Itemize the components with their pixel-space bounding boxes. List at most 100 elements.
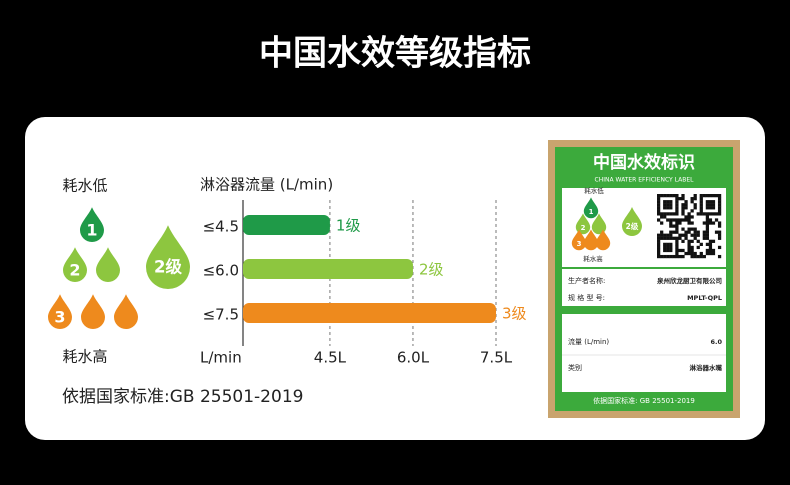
qr-cell bbox=[660, 194, 664, 198]
drop bbox=[96, 247, 120, 282]
qr-cell bbox=[666, 254, 670, 259]
qr-cell bbox=[696, 212, 700, 216]
qr-cell bbox=[687, 227, 691, 231]
qr-cell bbox=[684, 203, 688, 207]
qr-cell bbox=[717, 254, 722, 259]
qr-cell bbox=[684, 230, 688, 234]
qr-cell bbox=[672, 230, 676, 234]
qr-cell bbox=[708, 251, 713, 256]
qr-cell bbox=[705, 248, 710, 253]
qr-cell bbox=[690, 215, 694, 219]
qr-cell bbox=[663, 236, 667, 240]
qr-cell bbox=[660, 212, 664, 216]
qr-cell bbox=[657, 239, 661, 243]
standard: 依据国家标准:GB 25501-2019 bbox=[62, 387, 303, 407]
qr-cell bbox=[666, 206, 670, 210]
qr-cell bbox=[690, 248, 694, 253]
qr-cell bbox=[657, 218, 661, 222]
qr-cell bbox=[663, 194, 667, 198]
bar bbox=[243, 259, 413, 279]
qr-cell bbox=[705, 227, 710, 231]
qr-cell bbox=[705, 251, 710, 256]
qr-cell bbox=[681, 194, 685, 198]
qr-cell bbox=[681, 233, 685, 237]
qr-cell bbox=[657, 248, 661, 253]
qr-cell bbox=[660, 230, 664, 234]
qr-cell bbox=[699, 200, 703, 204]
qr-cell bbox=[717, 233, 722, 237]
qr-cell bbox=[708, 212, 713, 216]
grade-number: 3 bbox=[577, 240, 582, 248]
qr-cell bbox=[711, 212, 716, 216]
label-lower-panel bbox=[562, 314, 726, 392]
qr-cell bbox=[708, 206, 713, 210]
qr-cell bbox=[687, 248, 691, 253]
bar bbox=[243, 303, 496, 323]
qr-cell bbox=[681, 197, 685, 201]
qr-cell bbox=[690, 239, 694, 243]
qr-cell bbox=[663, 245, 667, 250]
qr-cell bbox=[675, 200, 679, 204]
qr-cell bbox=[696, 233, 700, 237]
qr-cell bbox=[663, 242, 667, 247]
qr-cell bbox=[687, 218, 691, 222]
qr-cell bbox=[699, 197, 703, 201]
qr-cell bbox=[684, 233, 688, 237]
qr-cell bbox=[657, 212, 661, 216]
qr-cell bbox=[672, 236, 676, 240]
qr-cell bbox=[693, 227, 697, 231]
field-value: MPLT-QPL bbox=[687, 294, 722, 302]
qr-cell bbox=[669, 230, 673, 234]
qr-cell bbox=[693, 236, 697, 240]
qr-cell bbox=[681, 206, 685, 210]
qr-cell bbox=[675, 206, 679, 210]
qr-cell bbox=[708, 200, 713, 204]
qr-cell bbox=[714, 194, 719, 198]
qr-cell bbox=[669, 233, 673, 237]
qr-cell bbox=[684, 200, 688, 204]
qr-cell bbox=[717, 206, 722, 210]
drop bbox=[81, 294, 105, 329]
qr-cell bbox=[717, 224, 722, 228]
qr-cell bbox=[666, 236, 670, 240]
drop bbox=[583, 197, 599, 219]
qr-cell bbox=[708, 248, 713, 253]
category-label: ≤6.0 bbox=[203, 262, 239, 280]
qr-cell bbox=[702, 236, 706, 240]
high-label: 耗水高 bbox=[62, 348, 107, 366]
qr-cell bbox=[681, 212, 685, 216]
qr-cell bbox=[702, 212, 706, 216]
qr-cell bbox=[681, 209, 685, 213]
qr-cell bbox=[687, 242, 691, 247]
qr-cell bbox=[693, 233, 697, 237]
qr-cell bbox=[690, 200, 694, 204]
qr-cell bbox=[717, 200, 722, 204]
qr-cell bbox=[687, 239, 691, 243]
qr-cell bbox=[669, 203, 673, 207]
qr-cell bbox=[705, 218, 710, 222]
qr-cell bbox=[660, 254, 664, 259]
field-value: 泉州欣龙厨卫有限公司 bbox=[657, 276, 722, 285]
low-label: 耗水低 bbox=[62, 177, 107, 195]
drop bbox=[583, 229, 599, 251]
qr-cell bbox=[678, 254, 682, 259]
drop bbox=[575, 213, 591, 235]
qr-cell bbox=[711, 203, 716, 207]
qr-cell bbox=[699, 251, 703, 256]
qr-cell bbox=[657, 251, 661, 256]
qr-cell bbox=[666, 212, 670, 216]
x-tick-label: 6.0L bbox=[397, 349, 430, 367]
label-footer: 依据国家标准: GB 25501-2019 bbox=[593, 396, 695, 405]
qr-cell bbox=[678, 233, 682, 237]
qr-cell bbox=[696, 239, 700, 243]
qr-cell bbox=[684, 206, 688, 210]
qr-cell bbox=[708, 218, 713, 222]
qr-cell bbox=[657, 209, 661, 213]
qr-cell bbox=[669, 248, 673, 253]
label-low: 耗水低 bbox=[584, 186, 604, 195]
qr-cell bbox=[663, 233, 667, 237]
qr-cell bbox=[690, 233, 694, 237]
qr-code bbox=[657, 194, 722, 259]
qr-cell bbox=[699, 206, 703, 210]
qr-cell bbox=[657, 194, 661, 198]
